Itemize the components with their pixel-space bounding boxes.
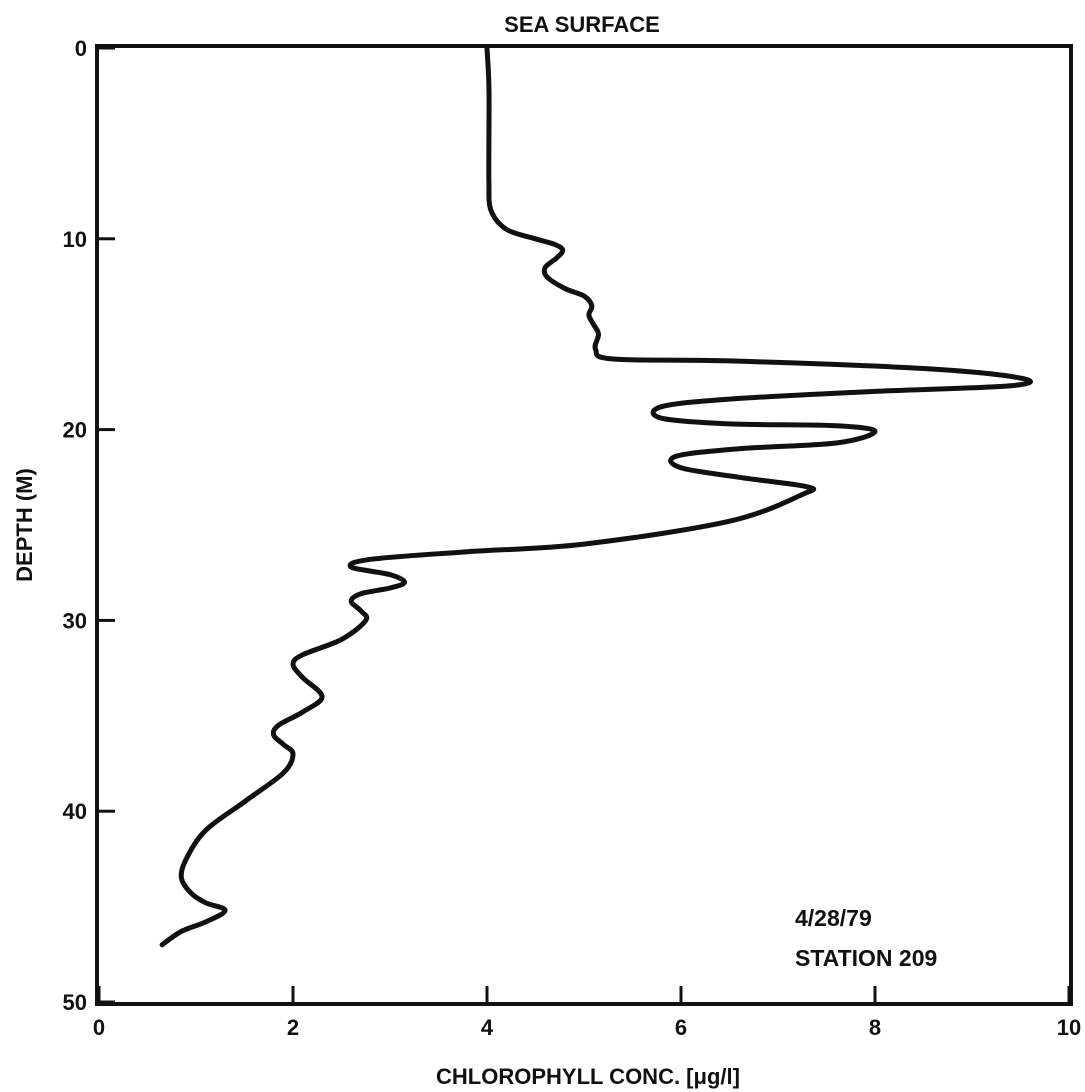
y-axis: 0 10 20 30 40 50 xyxy=(63,36,115,1015)
chart-title: SEA SURFACE xyxy=(504,12,660,37)
y-tick-label: 0 xyxy=(75,36,87,61)
x-tick-label: 0 xyxy=(93,1015,105,1040)
x-tick-label: 8 xyxy=(869,1015,881,1040)
x-tick-label: 10 xyxy=(1057,1015,1081,1040)
y-axis-title: DEPTH (M) xyxy=(12,468,37,582)
x-tick-label: 6 xyxy=(675,1015,687,1040)
y-tick-label: 30 xyxy=(63,608,87,633)
y-tick-label: 40 xyxy=(63,799,87,824)
annotation-date: 4/28/79 xyxy=(795,905,872,931)
y-tick-label: 50 xyxy=(63,990,87,1015)
chlorophyll-profile-line xyxy=(159,45,1033,948)
plot-frame xyxy=(95,44,1073,1006)
x-axis: 0 2 4 6 8 10 xyxy=(93,986,1081,1040)
x-tick-label: 2 xyxy=(287,1015,299,1040)
y-tick-label: 20 xyxy=(63,418,87,443)
y-tick-label: 10 xyxy=(63,227,87,252)
x-tick-label: 4 xyxy=(481,1015,494,1040)
x-axis-title: CHLOROPHYLL CONC. [μg/l] xyxy=(436,1064,740,1089)
annotation-station: STATION 209 xyxy=(795,945,937,971)
